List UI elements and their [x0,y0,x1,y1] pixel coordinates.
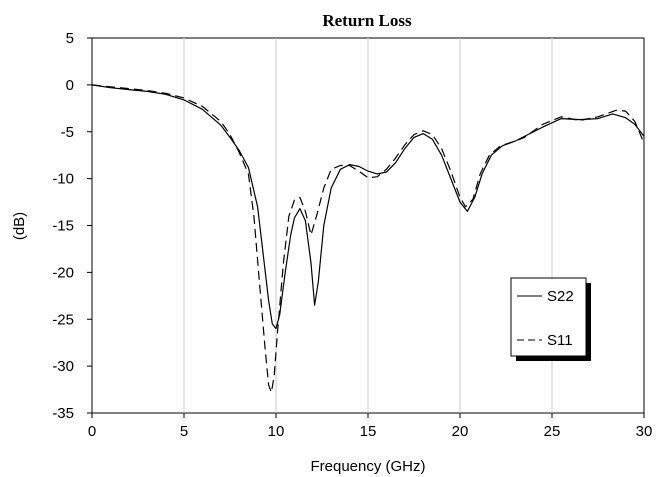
x-tick-label: 25 [544,423,561,440]
legend-box [510,277,587,357]
x-tick-label: 20 [452,423,469,440]
y-tick-label: 0 [66,77,74,94]
x-tick-label: 10 [268,423,285,440]
legend: S22 S11 [510,277,591,361]
y-tick-label: -10 [52,171,74,188]
y-tick-label: -20 [52,264,74,281]
y-tick-label: -35 [52,405,74,422]
y-tick-label: -25 [52,311,74,328]
x-tick-label: 30 [636,423,653,440]
chart-title: Return Loss [322,11,412,30]
y-tick-label: -5 [61,124,74,141]
y-tick-label: 5 [66,30,74,47]
legend-label-s22: S22 [547,288,574,305]
x-tick-label: 0 [88,423,96,440]
y-tick-label: -15 [52,218,74,235]
series-line-s11 [91,84,645,393]
legend-label-s11: S11 [547,332,573,349]
y-axis-label: (dB) [11,212,28,240]
x-axis-label: Frequency (GHz) [310,458,425,475]
x-tick-label: 15 [360,423,377,440]
y-axis-ticks: 5 0 -5 -10 -15 -20 -25 -30 -35 [52,30,92,422]
x-tick-label: 5 [180,423,188,440]
series-lines [91,84,645,393]
x-axis-ticks: 0 5 10 15 20 25 30 [88,413,653,440]
y-tick-label: -30 [52,358,74,375]
